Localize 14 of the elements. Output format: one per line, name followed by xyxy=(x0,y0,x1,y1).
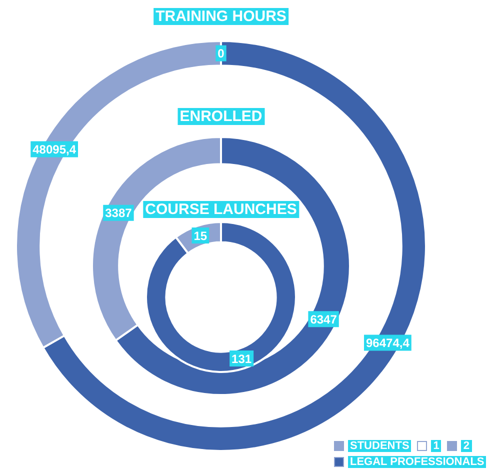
data-label: 131 xyxy=(232,352,252,366)
legend-label: 1 xyxy=(431,440,442,452)
slice-label: COURSE LAUNCHES xyxy=(143,201,299,218)
text: 0 xyxy=(218,46,224,61)
slice-label: TRAINING HOURS xyxy=(154,8,288,25)
data-label: 3387 xyxy=(105,206,132,220)
data-label: 96474,4 xyxy=(366,336,410,350)
data-label: 48095,4 xyxy=(32,142,76,157)
data-label: 15 xyxy=(194,228,208,243)
legend-label: STUDENTS xyxy=(348,440,412,452)
slice-label: ENROLLED xyxy=(178,108,264,125)
legend-label: 2 xyxy=(461,440,472,452)
legend-label: LEGAL PROFESSIONALS xyxy=(348,456,486,468)
data-label: 6347 xyxy=(310,312,338,326)
